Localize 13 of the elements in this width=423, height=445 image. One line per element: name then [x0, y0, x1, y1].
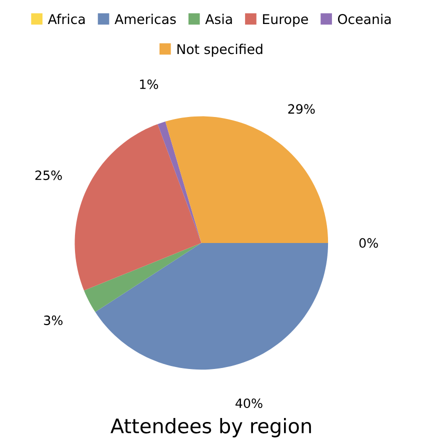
- legend-label: Americas: [114, 14, 176, 24]
- data-label: 1%: [140, 79, 158, 90]
- text: Attendees by region: [110, 418, 311, 438]
- legend-label: Not specified: [177, 44, 262, 57]
- legend-label: Europe: [263, 14, 308, 27]
- legend-label: Asia: [205, 14, 232, 24]
- legend-label: Africa: [48, 14, 85, 24]
- data-label: 3%: [44, 316, 63, 326]
- text: 0%: [359, 238, 378, 248]
- data-label: 40%: [236, 398, 262, 408]
- data-label: 29%: [288, 104, 315, 114]
- data-label: 25%: [35, 170, 62, 180]
- legend-label: Oceania: [338, 14, 391, 24]
